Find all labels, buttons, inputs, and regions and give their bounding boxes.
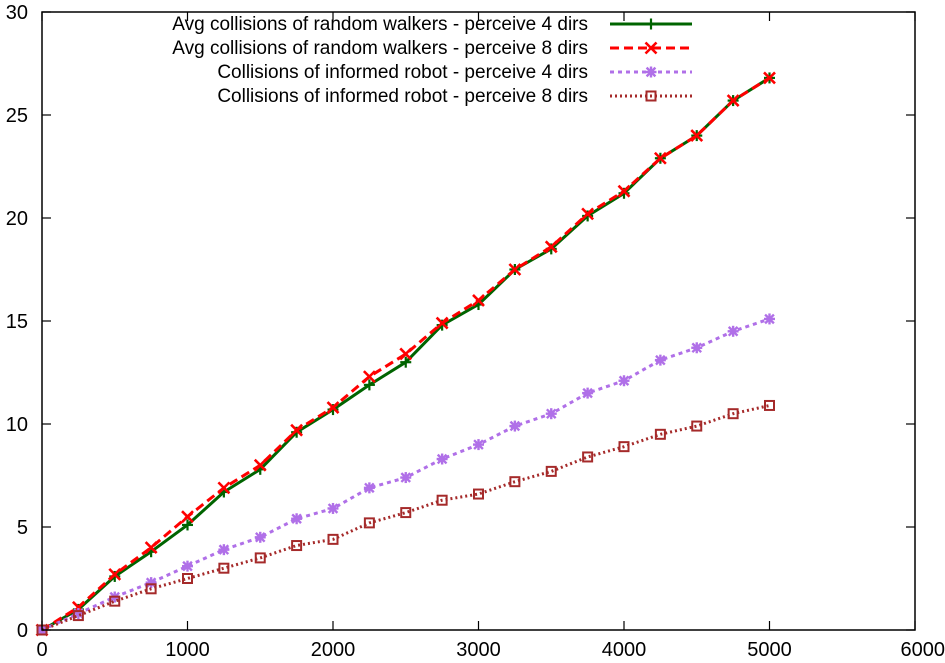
series-4 [36, 399, 775, 636]
data-point [654, 428, 666, 440]
data-point [363, 379, 375, 391]
data-point [363, 482, 375, 494]
legend-entry: Avg collisions of random walkers - perce… [172, 14, 692, 35]
data-point [473, 488, 484, 500]
data-point [400, 356, 412, 368]
data-point [435, 316, 449, 330]
y-tick-label: 30 [6, 2, 28, 24]
legend-label: Collisions of informed robot - perceive … [217, 86, 588, 107]
legend-label: Avg collisions of random walkers - perce… [172, 38, 588, 59]
data-point [617, 184, 631, 198]
y-tick-label: 5 [17, 517, 28, 539]
data-point [582, 387, 594, 399]
data-point [144, 541, 158, 555]
data-point [218, 544, 230, 556]
y-tick-label: 25 [6, 105, 28, 127]
x-tick-label: 4000 [602, 639, 647, 661]
data-point [509, 420, 521, 432]
data-point [436, 453, 448, 465]
data-point [326, 401, 340, 414]
data-point [218, 562, 230, 574]
data-point [691, 420, 703, 432]
series-2 [35, 71, 776, 637]
data-point [690, 129, 704, 143]
data-point [291, 513, 303, 525]
data-point [290, 423, 304, 437]
data-point [618, 375, 630, 387]
data-point [763, 71, 776, 85]
data-point [764, 399, 775, 411]
data-point [327, 502, 339, 514]
data-point [544, 240, 558, 254]
x-tick-label: 6000 [901, 639, 945, 661]
data-point [108, 567, 122, 581]
legend-entry: Collisions of informed robot - perceive … [217, 86, 692, 107]
data-point [691, 342, 703, 354]
data-point [727, 325, 739, 337]
data-point [653, 151, 667, 165]
legend-label: Avg collisions of random walkers - perce… [172, 14, 588, 35]
legend-marker [644, 41, 658, 55]
data-point [253, 458, 267, 472]
data-point [400, 472, 412, 484]
data-point [472, 293, 485, 307]
chart-series [35, 71, 776, 637]
data-point [145, 583, 157, 595]
x-tick-label: 0 [36, 639, 47, 661]
data-point [254, 552, 266, 564]
data-point [582, 451, 594, 463]
chart-legend: Avg collisions of random walkers - perce… [172, 14, 692, 107]
data-point [509, 476, 521, 488]
legend-marker [645, 90, 657, 102]
data-point [726, 94, 740, 107]
legend-entry: Collisions of informed robot - perceive … [217, 62, 692, 83]
y-tick-label: 15 [6, 311, 28, 333]
data-point [291, 540, 303, 552]
data-point [545, 465, 557, 477]
legend-marker [645, 18, 657, 30]
data-point [363, 517, 375, 529]
data-point [399, 347, 413, 361]
data-point [654, 354, 666, 366]
x-tick-label: 5000 [747, 639, 792, 661]
legend-entry: Avg collisions of random walkers - perce… [172, 38, 692, 59]
data-point [618, 441, 630, 453]
data-point [182, 573, 193, 584]
x-tick-label: 3000 [456, 639, 501, 661]
x-tick-label: 1000 [165, 639, 210, 661]
data-point [400, 507, 412, 519]
data-point [217, 481, 231, 495]
data-point [581, 207, 595, 221]
axis-ticks: 0 5 10 15 20 25 30 0 1000 2000 3000 4000 5000 6000 [6, 2, 945, 661]
data-point [436, 494, 448, 506]
x-tick-label: 2000 [311, 639, 356, 661]
y-tick-label: 20 [6, 208, 28, 230]
data-point [727, 408, 739, 420]
data-point [327, 533, 339, 545]
y-tick-label: 0 [17, 620, 28, 642]
y-tick-label: 10 [6, 414, 28, 436]
data-point [362, 370, 376, 384]
data-point [473, 439, 484, 451]
data-point [508, 263, 522, 276]
data-point [109, 595, 121, 607]
legend-marker [645, 66, 657, 78]
legend-label: Collisions of informed robot - perceive … [217, 62, 588, 83]
data-point [182, 519, 193, 531]
series-line [41, 76, 771, 632]
plot-frame [41, 11, 916, 631]
data-point [145, 577, 157, 589]
data-point [254, 531, 266, 543]
data-point [545, 408, 557, 420]
data-point [181, 510, 194, 524]
data-point [764, 313, 775, 325]
data-point [182, 560, 193, 572]
data-point [72, 610, 84, 622]
